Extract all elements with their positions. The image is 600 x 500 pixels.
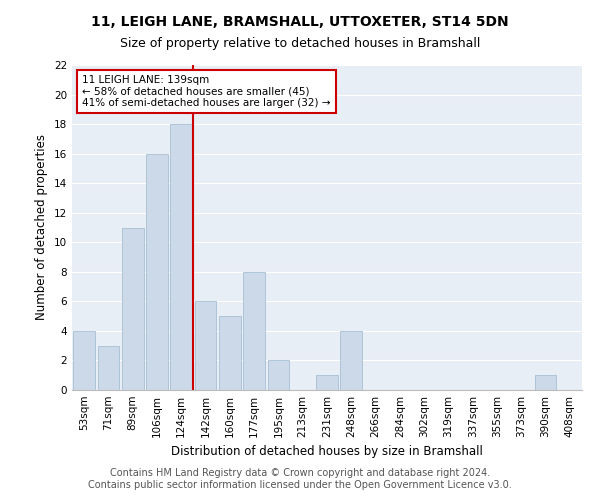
Y-axis label: Number of detached properties: Number of detached properties bbox=[35, 134, 49, 320]
Bar bbox=[535, 375, 556, 390]
Bar bbox=[243, 272, 265, 390]
Bar bbox=[73, 331, 95, 390]
Bar bbox=[146, 154, 168, 390]
Bar bbox=[170, 124, 192, 390]
Text: Size of property relative to detached houses in Bramshall: Size of property relative to detached ho… bbox=[120, 38, 480, 51]
X-axis label: Distribution of detached houses by size in Bramshall: Distribution of detached houses by size … bbox=[171, 446, 483, 458]
Bar bbox=[316, 375, 338, 390]
Text: Contains HM Land Registry data © Crown copyright and database right 2024.
Contai: Contains HM Land Registry data © Crown c… bbox=[88, 468, 512, 490]
Bar bbox=[268, 360, 289, 390]
Bar bbox=[219, 316, 241, 390]
Text: 11 LEIGH LANE: 139sqm
← 58% of detached houses are smaller (45)
41% of semi-deta: 11 LEIGH LANE: 139sqm ← 58% of detached … bbox=[82, 74, 331, 108]
Bar bbox=[340, 331, 362, 390]
Bar bbox=[122, 228, 143, 390]
Text: 11, LEIGH LANE, BRAMSHALL, UTTOXETER, ST14 5DN: 11, LEIGH LANE, BRAMSHALL, UTTOXETER, ST… bbox=[91, 15, 509, 29]
Bar bbox=[97, 346, 119, 390]
Bar bbox=[194, 302, 217, 390]
